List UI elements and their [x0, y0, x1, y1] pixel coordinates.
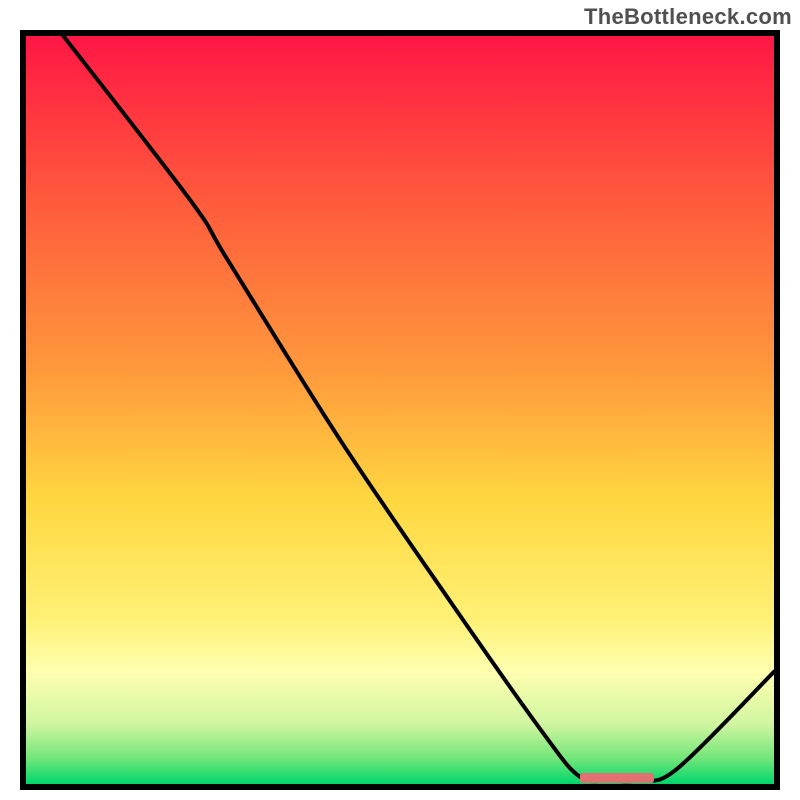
chart-container: TheBottleneck.com — [0, 0, 800, 800]
watermark-text: TheBottleneck.com — [584, 4, 792, 30]
plot-frame — [20, 30, 780, 790]
plot-area — [26, 36, 774, 784]
heatmap-gradient — [26, 36, 774, 784]
optimal-marker — [580, 773, 655, 783]
